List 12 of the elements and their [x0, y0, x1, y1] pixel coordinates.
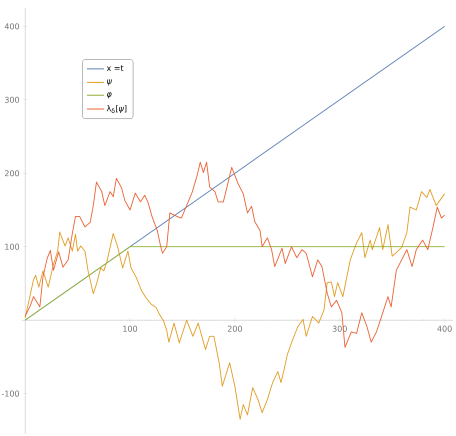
y-tick-label: 200	[4, 170, 20, 176]
x-tick-label: 100	[123, 326, 138, 332]
y-tick-label: 400	[4, 23, 20, 30]
x-tick-label: 400	[437, 326, 452, 332]
legend-label: λ$_{δ}$[ψ]	[106, 105, 126, 114]
x-tick-label: 200	[228, 326, 242, 332]
y-tick-label: 300	[4, 96, 20, 103]
legend-label: ψ	[106, 79, 112, 86]
legend-label: φ	[107, 92, 112, 98]
legend-label: x =t	[106, 65, 124, 71]
y-tick-label: 100	[5, 244, 20, 250]
y-tick-label: -100	[2, 390, 20, 397]
